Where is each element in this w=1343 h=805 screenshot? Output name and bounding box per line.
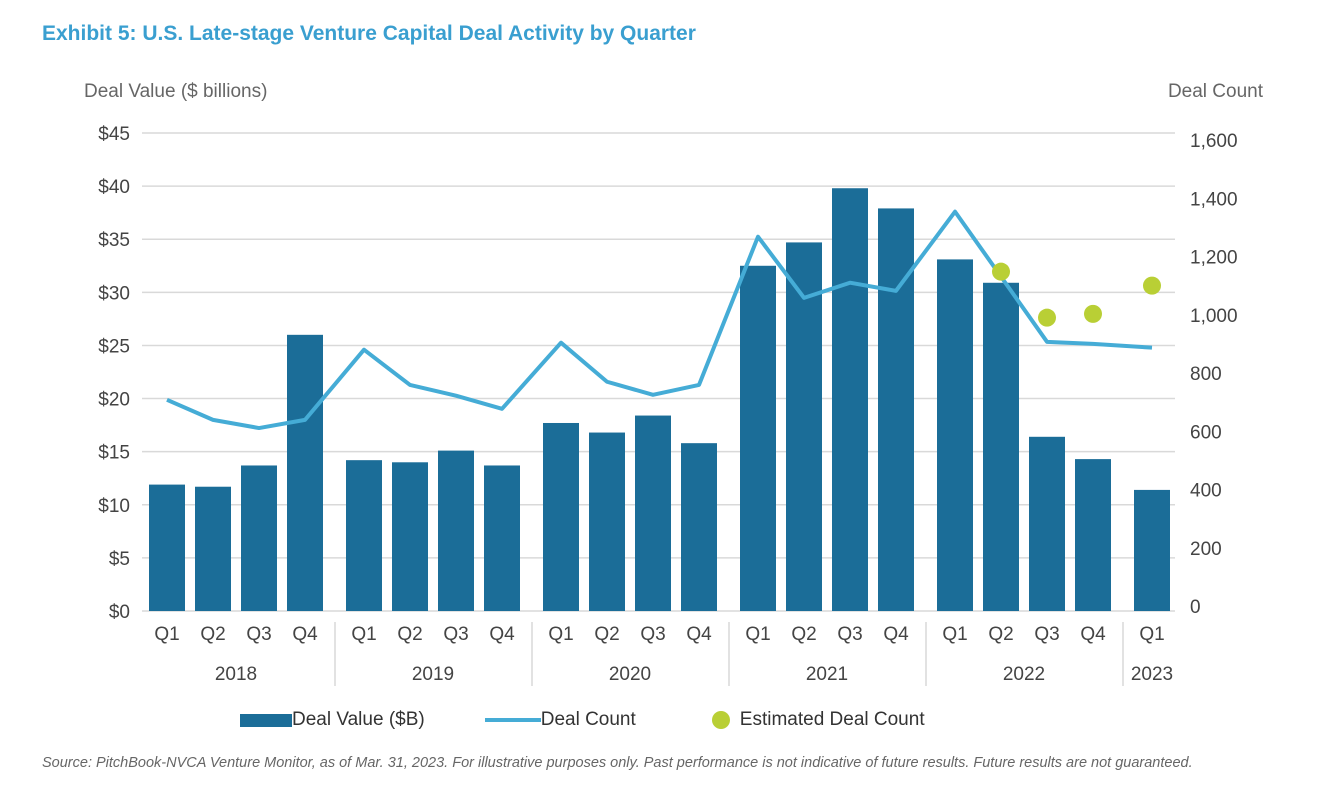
legend-item-deal-value: Deal Value ($B)	[240, 709, 425, 731]
bar	[241, 465, 277, 611]
legend: Deal Value ($B) Deal Count Estimated Dea…	[240, 709, 985, 731]
bar	[484, 465, 520, 611]
x-tick-label: Q2	[200, 624, 225, 645]
y-tick-label: $40	[98, 177, 130, 198]
legend-item-deal-count: Deal Count	[484, 709, 636, 731]
year-label: 2019	[412, 664, 454, 685]
legend-label: Deal Count	[540, 709, 636, 730]
dot-swatch-icon	[711, 711, 730, 729]
bar	[832, 188, 868, 612]
y-tick-label: $25	[98, 336, 130, 357]
year-label: 2023	[1131, 664, 1173, 685]
x-tick-label: Q4	[686, 624, 712, 645]
estimated-point	[1038, 308, 1056, 327]
x-tick-label: Q1	[745, 624, 770, 645]
x-tick-label: Q2	[791, 624, 816, 645]
x-tick-label: Q3	[640, 624, 665, 645]
y-tick-label: $5	[109, 549, 130, 570]
y2-tick-label: 0	[1190, 597, 1201, 618]
legend-label: Deal Value ($B)	[292, 709, 425, 730]
y-tick-label: $20	[98, 390, 130, 411]
y2-axis-label: Deal Count	[1167, 81, 1263, 102]
y-tick-label: $45	[98, 124, 130, 145]
x-tick-label: Q3	[246, 624, 271, 645]
y2-tick-label: 800	[1190, 364, 1222, 385]
y2-tick-label: 200	[1190, 539, 1222, 560]
bar	[937, 259, 973, 611]
y-tick-label: $30	[98, 283, 130, 304]
y-tick-label: $0	[109, 602, 130, 623]
x-tick-label: Q3	[837, 624, 862, 645]
bar	[149, 484, 185, 611]
y-axis-label: Deal Value ($ billions)	[84, 81, 268, 102]
x-tick-label: Q3	[1034, 624, 1059, 645]
x-tick-label: Q3	[443, 624, 468, 645]
chart-title: Exhibit 5: U.S. Late-stage Venture Capit…	[42, 22, 696, 45]
x-tick-label: Q2	[397, 624, 422, 645]
x-tick-label: Q4	[489, 624, 515, 645]
legend-item-estimated: Estimated Deal Count	[696, 709, 925, 731]
year-label: 2021	[806, 664, 848, 685]
x-tick-label: Q4	[292, 624, 318, 645]
y2-tick-label: 600	[1190, 422, 1222, 443]
bar	[589, 432, 625, 611]
y-tick-label: $35	[98, 230, 130, 251]
bar	[740, 265, 776, 611]
year-label: 2018	[215, 664, 257, 685]
y2-tick-label: 400	[1190, 481, 1222, 502]
year-label: 2020	[609, 664, 651, 685]
x-tick-label: Q4	[1080, 624, 1106, 645]
y2-tick-label: 1,400	[1190, 189, 1238, 210]
bar	[1134, 489, 1170, 611]
bar	[346, 460, 382, 611]
bar	[1075, 459, 1111, 611]
bar	[681, 443, 717, 611]
x-tick-label: Q1	[154, 624, 179, 645]
estimated-point	[992, 262, 1010, 281]
x-tick-label: Q1	[548, 624, 573, 645]
deal-count-line	[166, 209, 1153, 431]
estimated-point	[1143, 276, 1161, 295]
x-tick-label: Q1	[1139, 624, 1164, 645]
bar	[543, 422, 579, 611]
bar	[786, 242, 822, 612]
bar-swatch-icon	[240, 713, 292, 727]
y2-tick-label: 1,000	[1190, 306, 1238, 327]
year-label: 2022	[1003, 664, 1045, 685]
bar	[635, 415, 671, 611]
x-tick-label: Q1	[351, 624, 376, 645]
y2-tick-label: 1,600	[1190, 131, 1238, 152]
x-tick-label: Q2	[988, 624, 1013, 645]
bar	[195, 486, 231, 611]
bar	[392, 462, 428, 611]
estimated-point	[1084, 304, 1102, 323]
y2-tick-label: 1,200	[1190, 248, 1238, 269]
bar	[983, 282, 1019, 611]
legend-label: Estimated Deal Count	[739, 709, 925, 730]
x-tick-label: Q4	[883, 624, 909, 645]
bar	[438, 450, 474, 611]
x-tick-label: Q2	[594, 624, 619, 645]
source-note: Source: PitchBook-NVCA Venture Monitor, …	[42, 755, 1193, 771]
bar	[1029, 436, 1065, 611]
y-tick-label: $10	[98, 496, 130, 517]
bar	[287, 334, 323, 611]
line-swatch-icon	[484, 718, 541, 722]
bar	[878, 208, 914, 611]
x-tick-label: Q1	[942, 624, 967, 645]
y-tick-label: $15	[98, 443, 130, 464]
